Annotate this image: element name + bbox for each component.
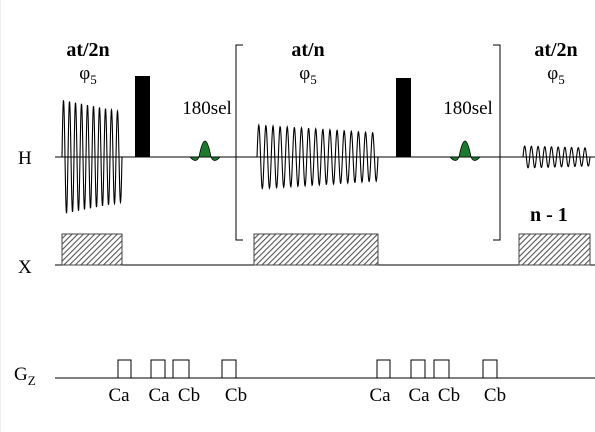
fids <box>61 100 591 214</box>
gradient-pulse <box>410 359 426 379</box>
gradient-pulse <box>376 359 391 379</box>
sel-pulse <box>449 140 481 161</box>
pulse-label: 180sel <box>182 98 232 119</box>
decoupling <box>61 233 123 266</box>
gradient-label: Cb <box>225 385 247 406</box>
bracket <box>493 44 501 241</box>
gradient-pulse <box>482 359 498 379</box>
sel-pulse <box>189 140 221 161</box>
gradient-label: Cb <box>484 385 506 406</box>
block-title: at/2n <box>66 39 109 61</box>
loop-label: n - 1 <box>530 204 568 226</box>
hard-pulse <box>135 76 150 157</box>
phase: φ5 <box>299 63 316 87</box>
gradient-pulse <box>221 359 237 379</box>
gradient-pulse <box>117 359 132 379</box>
gradient-label: Ca <box>408 385 430 406</box>
phase: φ5 <box>547 63 564 87</box>
channel-label: X <box>18 257 32 278</box>
channel-label: GZ <box>14 364 36 388</box>
block-title: at/2n <box>534 39 577 61</box>
gradient-label: Ca <box>148 385 170 406</box>
gradient-label: Ca <box>369 385 391 406</box>
gradient-pulse <box>150 359 166 379</box>
fid <box>61 100 123 214</box>
gradient-label: Cb <box>438 385 460 406</box>
phase: φ5 <box>79 63 96 87</box>
fid <box>256 123 379 191</box>
channel-label: H <box>18 148 32 169</box>
decoupling <box>518 233 591 266</box>
gradient-label: Cb <box>178 385 200 406</box>
gradient-label: Ca <box>108 385 130 406</box>
block-title: at/n <box>291 39 324 61</box>
decoupling <box>253 233 379 266</box>
gradients: Ca Ca Cb Cb Ca Ca Cb Cb <box>108 359 506 406</box>
gradient-pulse <box>433 359 450 379</box>
pulse-label: 180sel <box>443 98 493 119</box>
gradient-pulse <box>172 359 190 379</box>
bracket <box>235 44 243 241</box>
fid <box>522 145 591 169</box>
hard-pulse <box>396 78 411 157</box>
